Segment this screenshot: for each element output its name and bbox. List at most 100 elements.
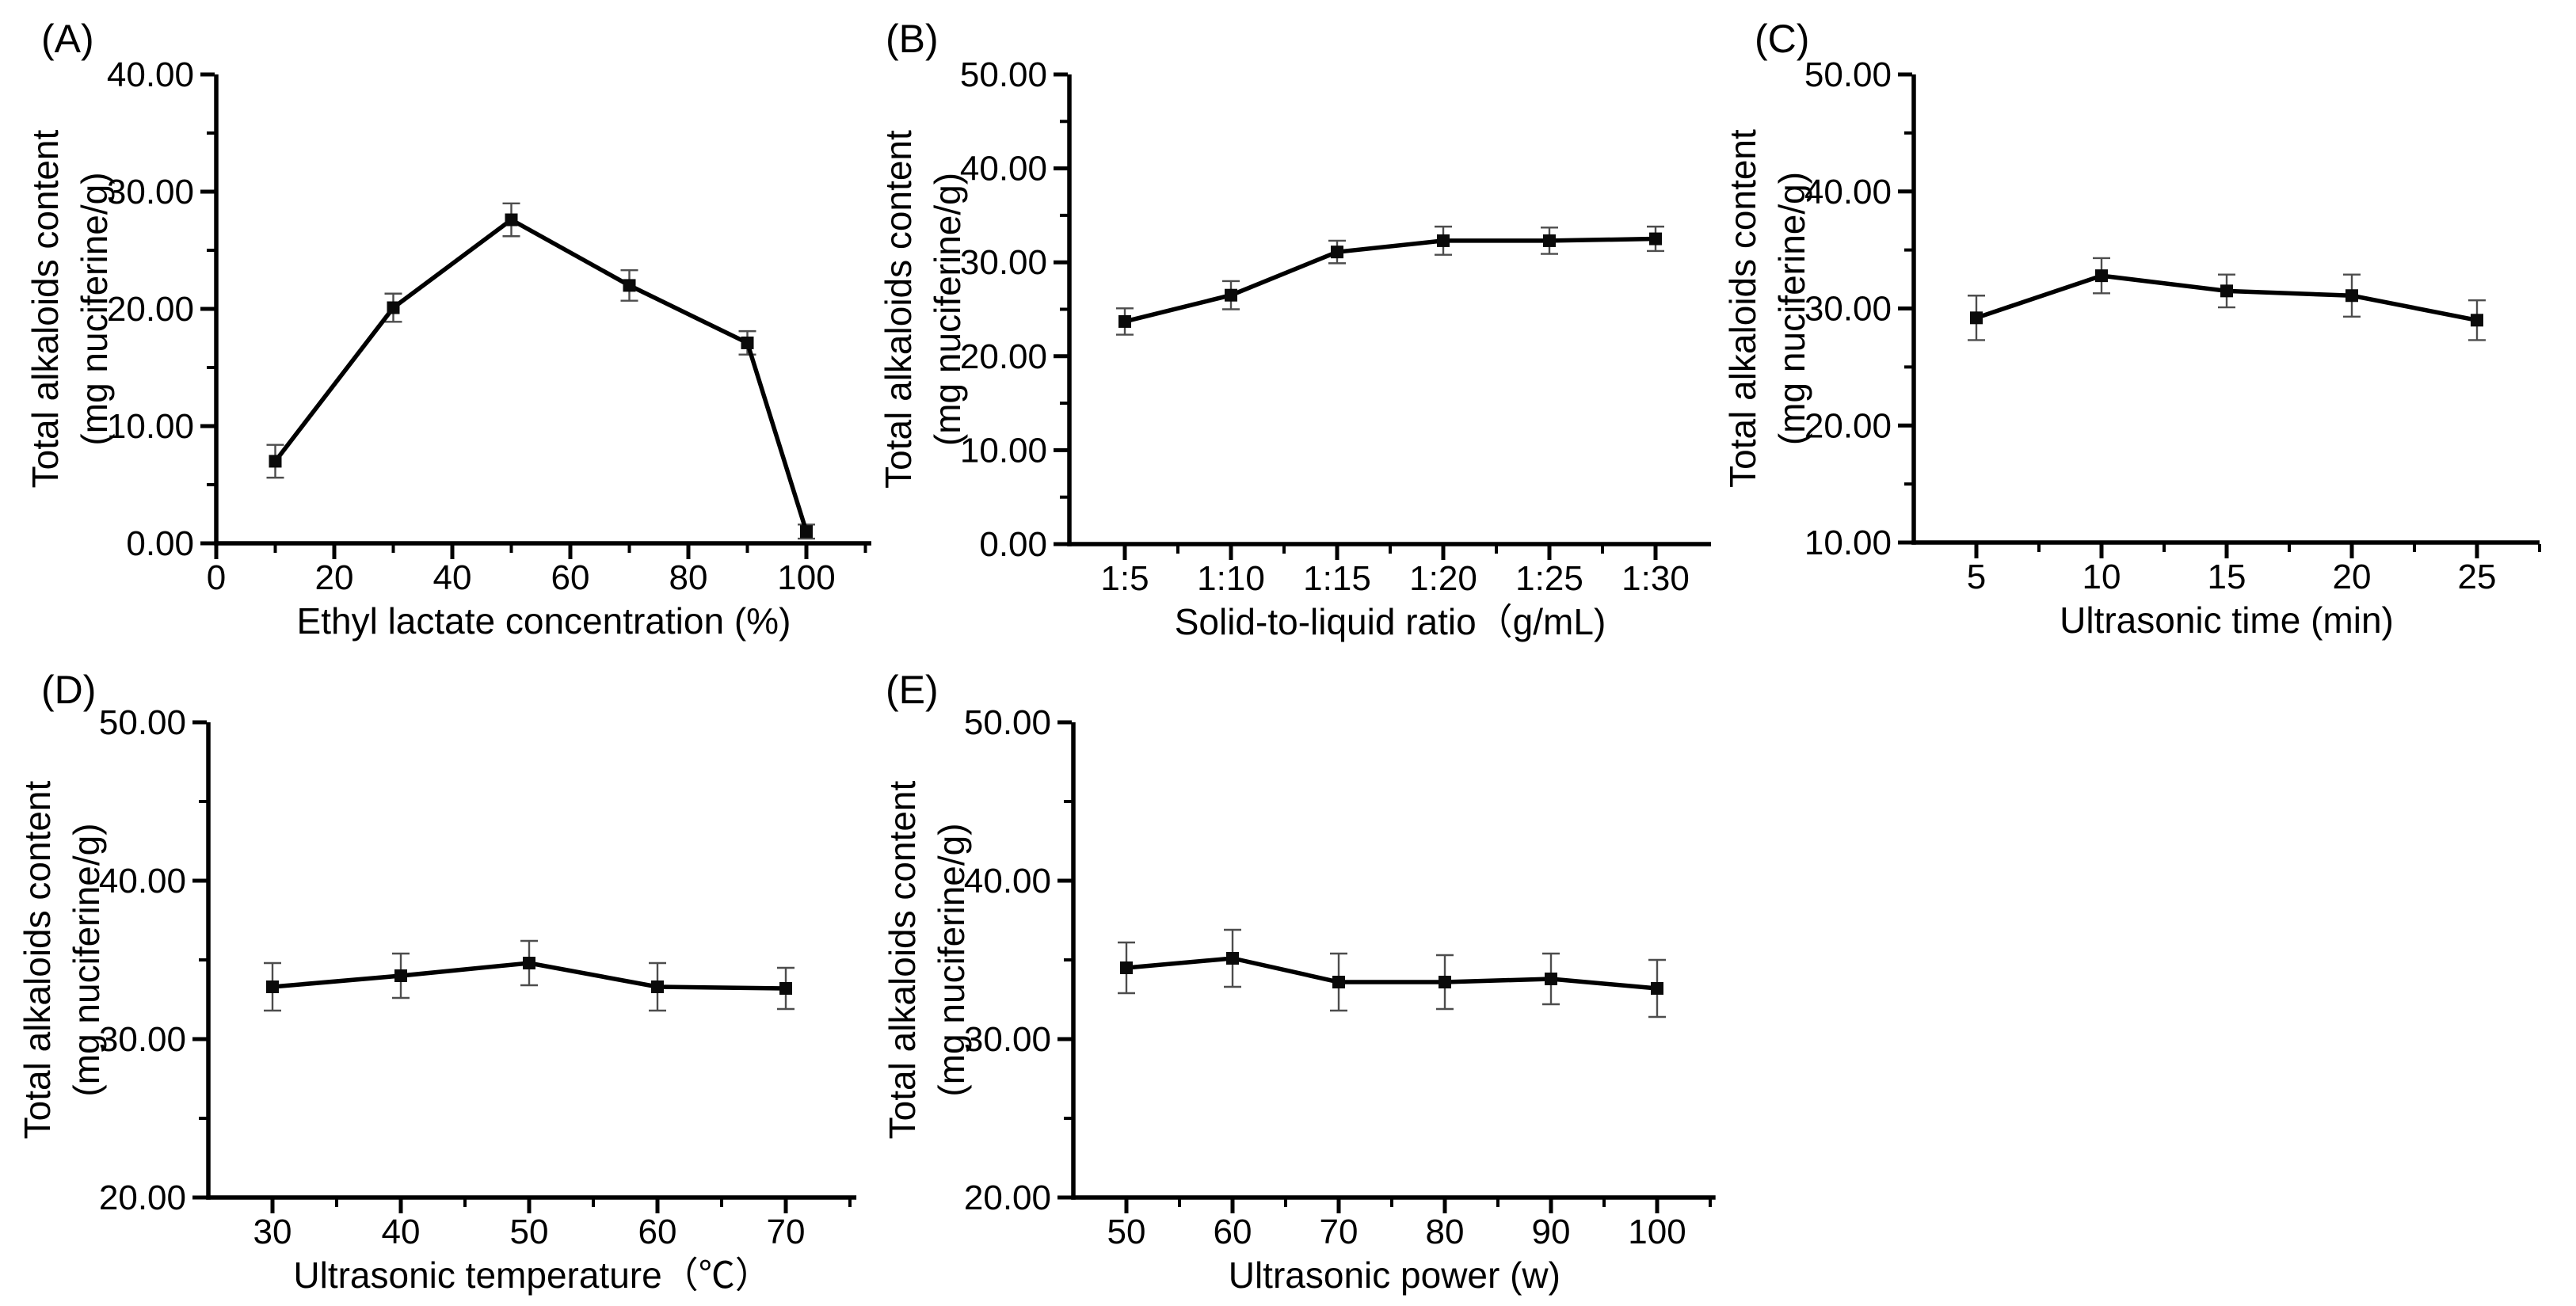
x-tick-label: 1:30 bbox=[1621, 559, 1690, 598]
data-point-marker bbox=[1118, 314, 1131, 328]
x-tick-label: 5 bbox=[1967, 558, 1986, 596]
y-tick-label: 30.00 bbox=[960, 243, 1047, 282]
y-tick-label: 50.00 bbox=[960, 55, 1047, 94]
y-axis-title-line2-e: (mg nuciferine/g) bbox=[931, 823, 972, 1096]
y-axis-title-line1-a: Total alkaloids content bbox=[25, 129, 66, 488]
y-tick-label: 10.00 bbox=[1804, 524, 1892, 562]
data-point-marker bbox=[800, 525, 813, 539]
x-tick-label: 80 bbox=[1426, 1213, 1465, 1251]
y-axis-title-line2-c: (mg nuciferine/g) bbox=[1771, 172, 1812, 445]
data-point-marker bbox=[623, 279, 636, 292]
x-axis-title-c: Ultrasonic time (min) bbox=[2060, 600, 2394, 641]
y-tick-label: 10.00 bbox=[107, 407, 194, 446]
y-tick-label: 50.00 bbox=[964, 703, 1051, 742]
x-tick-label: 30 bbox=[253, 1213, 292, 1251]
x-tick-label: 80 bbox=[669, 558, 708, 597]
x-tick-label: 50 bbox=[510, 1213, 549, 1251]
data-point-marker bbox=[1543, 234, 1556, 247]
y-tick-label: 40.00 bbox=[107, 55, 194, 94]
y-axis-title-line2-d: (mg nuciferine/g) bbox=[66, 823, 107, 1096]
y-tick-label: 30.00 bbox=[107, 173, 194, 211]
y-tick-label: 20.00 bbox=[960, 337, 1047, 376]
chart-panel-c: (C) 10.00 20.00 30.00 40.00 50.00 5 10 15 20 25 Ult… bbox=[1722, 17, 2541, 641]
data-point-marker bbox=[1332, 976, 1345, 988]
data-point-marker bbox=[266, 980, 279, 993]
data-point-marker bbox=[2220, 284, 2233, 298]
panel-label-b: (B) bbox=[886, 17, 939, 61]
data-point-marker bbox=[1651, 982, 1663, 995]
x-tick-label: 20 bbox=[2333, 558, 2372, 596]
x-tick-label: 90 bbox=[1532, 1213, 1571, 1251]
data-point-marker bbox=[2345, 289, 2358, 303]
y-axis-title-line2-a: (mg nuciferine/g) bbox=[74, 172, 115, 445]
x-axis-title-b: Solid-to-liquid ratio（g/mL) bbox=[1175, 601, 1606, 642]
chart-panel-a: (A) 0.00 10.00 20.00 30.00 40.00 0 20 40 60 80 100E… bbox=[25, 17, 871, 642]
x-tick-label: 50 bbox=[1107, 1213, 1146, 1251]
data-line-a bbox=[273, 217, 809, 533]
x-tick-label: 60 bbox=[1214, 1213, 1252, 1251]
y-tick-label: 0.00 bbox=[126, 524, 194, 563]
chart-panel-b: (B) 0.00 10.00 20.00 30.00 40.00 50.00 1:5 1:10 1… bbox=[878, 17, 1711, 642]
data-point-marker bbox=[505, 213, 518, 227]
y-axis-title-line1-d: Total alkaloids content bbox=[17, 780, 58, 1139]
data-line-b bbox=[1124, 236, 1656, 324]
panel-label-c: (C) bbox=[1755, 17, 1809, 61]
x-tick-label: 60 bbox=[638, 1213, 677, 1251]
x-tick-label: 40 bbox=[382, 1213, 421, 1251]
x-tick-label: 70 bbox=[767, 1213, 806, 1251]
y-tick-label: 20.00 bbox=[1804, 406, 1892, 445]
data-point-marker bbox=[1545, 973, 1557, 985]
y-tick-label: 20.00 bbox=[964, 1178, 1051, 1217]
y-tick-label: 40.00 bbox=[960, 150, 1047, 188]
x-tick-label: 1:15 bbox=[1303, 559, 1371, 598]
x-tick-label: 0 bbox=[207, 558, 226, 597]
y-tick-label: 50.00 bbox=[1804, 55, 1892, 94]
data-point-marker bbox=[2471, 314, 2483, 327]
chart-panel-d: (D) 20.00 30.00 40.00 50.00 30 40 50 60 70 Ultraso… bbox=[17, 668, 857, 1296]
data-point-marker bbox=[1439, 976, 1451, 988]
y-tick-label: 20.00 bbox=[107, 290, 194, 329]
x-axis-title-d: Ultrasonic temperature（℃） bbox=[293, 1255, 771, 1296]
data-point-marker bbox=[1970, 311, 1983, 325]
x-tick-label: 20 bbox=[315, 558, 354, 597]
x-tick-label: 10 bbox=[2083, 558, 2121, 596]
x-tick-label: 60 bbox=[551, 558, 590, 597]
data-point-marker bbox=[1226, 952, 1239, 965]
x-tick-label: 100 bbox=[1628, 1213, 1686, 1251]
data-point-marker bbox=[1437, 234, 1450, 247]
data-point-marker bbox=[2095, 269, 2108, 283]
chart-panel-e: (E) 20.00 30.00 40.00 50.00 50 60 70 80 90 100 Ultr… bbox=[882, 668, 1716, 1296]
data-point-marker bbox=[741, 336, 754, 349]
y-tick-label: 0.00 bbox=[979, 525, 1047, 564]
data-point-marker bbox=[1225, 288, 1237, 302]
x-tick-label: 1:10 bbox=[1197, 559, 1265, 598]
y-tick-label: 30.00 bbox=[99, 1020, 186, 1059]
x-tick-label: 100 bbox=[777, 558, 835, 597]
x-tick-label: 1:25 bbox=[1515, 559, 1583, 598]
x-tick-label: 40 bbox=[433, 558, 472, 597]
data-point-marker bbox=[387, 301, 400, 314]
data-point-marker bbox=[394, 969, 407, 982]
y-axis-title-line1-b: Total alkaloids content bbox=[878, 130, 919, 489]
y-tick-label: 30.00 bbox=[1804, 290, 1892, 329]
data-point-marker bbox=[1331, 246, 1343, 259]
x-tick-label: 1:5 bbox=[1100, 559, 1149, 598]
y-axis-title-line2-b: (mg nuciferine/g) bbox=[927, 173, 968, 446]
panel-label-a: (A) bbox=[41, 17, 94, 61]
y-tick-label: 10.00 bbox=[960, 431, 1047, 470]
data-line-e bbox=[1126, 956, 1658, 991]
data-point-marker bbox=[651, 980, 664, 993]
x-tick-label: 15 bbox=[2208, 558, 2246, 596]
y-tick-label: 20.00 bbox=[99, 1178, 186, 1217]
y-tick-label: 50.00 bbox=[99, 703, 186, 742]
x-axis-title-a: Ethyl lactate concentration (%) bbox=[297, 600, 791, 642]
y-tick-label: 40.00 bbox=[964, 862, 1051, 900]
x-axis-title-e: Ultrasonic power (w) bbox=[1229, 1255, 1560, 1296]
data-point-marker bbox=[523, 957, 535, 969]
x-tick-label: 1:20 bbox=[1409, 559, 1477, 598]
y-tick-label: 30.00 bbox=[964, 1020, 1051, 1059]
panel-label-d: (D) bbox=[41, 668, 96, 712]
y-axis-title-line1-c: Total alkaloids content bbox=[1722, 129, 1763, 488]
x-tick-label: 70 bbox=[1320, 1213, 1358, 1251]
